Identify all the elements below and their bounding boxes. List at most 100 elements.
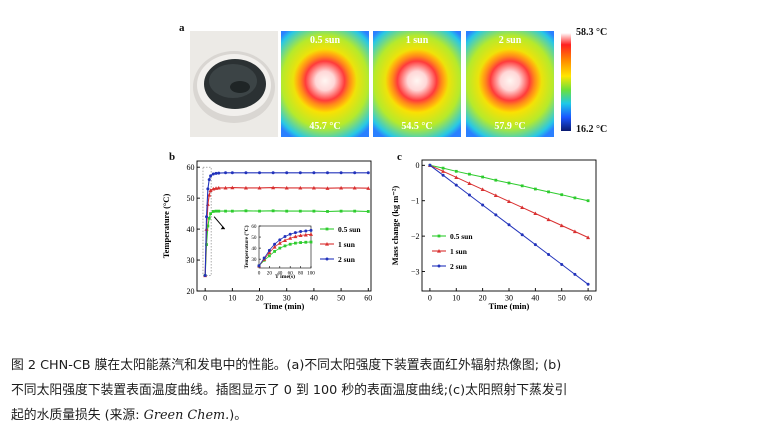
legend-label: 0.5 sun <box>338 225 361 234</box>
chart-c-ytick-label: −2 <box>411 232 420 241</box>
inset-ytick-label: 40 <box>251 246 257 252</box>
thermal-image-0-5-sun: 0.5 sun 45.7 °C <box>281 31 369 137</box>
inset-data-point <box>288 232 292 236</box>
inset-data-point <box>262 256 266 260</box>
chart-b-data-point <box>243 185 248 190</box>
inset-ytick-label: 60 <box>251 224 257 230</box>
chart-c-data-point <box>481 203 485 207</box>
chart-c-data-point <box>468 172 471 176</box>
chart-b-xtick-label: 10 <box>228 294 236 303</box>
legend-marker <box>437 249 441 253</box>
thermal-temp-2-sun: 57.9 °C <box>494 121 526 132</box>
chart-b-data-point <box>271 171 275 175</box>
chart-c-data-point <box>547 190 550 194</box>
legend-label: 1 sun <box>450 247 468 256</box>
legend-marker <box>437 234 441 238</box>
chart-b-data-point <box>224 171 228 175</box>
chart-b-ytick-label: 40 <box>187 225 195 234</box>
chart-c-ylabel: Mass change (kg m⁻²) <box>390 186 400 266</box>
chart-b-data-point <box>298 209 302 213</box>
chart-b-ytick-label: 50 <box>187 194 195 203</box>
inset-data-point <box>304 229 308 233</box>
inset-xtick-label: 80 <box>298 271 304 277</box>
chart-c-data-point <box>586 235 591 240</box>
chart-c-data-point <box>559 223 564 228</box>
chart-c-data-point <box>507 199 511 204</box>
chart-b-data-point <box>216 185 221 190</box>
chart-b-xlabel: Time (min) <box>264 301 305 311</box>
chart-b-data-point <box>312 209 316 213</box>
chart-c-data-point <box>573 272 577 276</box>
legend-label: 0.5 sun <box>450 232 473 241</box>
thermal-temp-0-5-sun: 45.7 °C <box>309 121 341 132</box>
inset-data-point <box>304 240 308 244</box>
chart-b-data-point <box>217 209 221 213</box>
inset-frame <box>258 225 312 269</box>
chart-c-series-2 <box>428 163 590 286</box>
legend-marker <box>437 264 441 268</box>
chart-b-data-point <box>206 187 210 191</box>
legend-label: 2 sun <box>338 255 356 264</box>
panel-b-label: b <box>169 151 176 163</box>
inset-data-point <box>303 232 308 237</box>
chart-c-data-point <box>428 163 432 167</box>
chart-b-ylabel: Temperature (°C) <box>161 194 171 259</box>
caption-line-2: 不同太阳强度下装置表面温度曲线。插图显示了 0 到 100 秒的表面温度曲线;(… <box>11 383 568 398</box>
chart-b-series-2 <box>203 171 370 278</box>
inset-xtick-label: 40 <box>277 271 283 277</box>
legend-label: 2 sun <box>450 262 468 271</box>
chart-b-data-point <box>339 171 343 175</box>
inset-xtick-label: 100 <box>307 271 315 277</box>
chart-b-xtick-label: 50 <box>337 294 345 303</box>
inset-data-point <box>298 233 303 237</box>
inset-data-point <box>288 236 293 240</box>
panel-c-label: c <box>397 151 402 163</box>
chart-b-data-point <box>366 186 371 190</box>
chart-b-data-point <box>339 209 343 213</box>
chart-c-ytick-label: −1 <box>411 197 420 206</box>
chart-b-data-point <box>244 209 248 213</box>
figure-caption: 图 2 CHN-CB 膜在太阳能蒸汽和发电中的性能。(a)不同太阳强度下装置表面… <box>11 353 769 428</box>
colorbar-min-label: 16.2 °C <box>576 124 608 135</box>
caption-line-3: 起的水质量损失 (来源: Green Chem.)。 <box>11 403 769 428</box>
thermal-label-0-5-sun: 0.5 sun <box>309 35 340 46</box>
chart-b-data-point <box>285 171 289 175</box>
inset-arrow-head <box>220 226 225 230</box>
chart-b-data-point <box>207 193 212 197</box>
chart-b-data-point <box>271 185 276 190</box>
thermal-image-1-sun: 1 sun 54.5 °C <box>373 31 461 137</box>
inset-data-point <box>294 241 297 245</box>
chart-b-frame <box>196 160 372 292</box>
chart-b-data-point <box>214 209 218 213</box>
chart-c-data-point <box>441 173 445 177</box>
chart-b-xtick-label: 0 <box>203 294 207 303</box>
thermal-label-2-sun: 2 sun <box>498 35 522 46</box>
caption-line-3-prefix: 起的水质量损失 (来源: <box>11 408 144 423</box>
temperature-colorbar <box>561 33 571 131</box>
chart-b-ytick-label: 30 <box>187 256 195 265</box>
inset-xlabel: T ime(s) <box>275 273 295 280</box>
chart-c-data-point <box>493 193 498 198</box>
inset-data-point <box>283 235 287 238</box>
chart-b-data-point <box>298 171 302 175</box>
inset-data-point <box>283 244 287 248</box>
chart-b-data-point <box>205 215 209 219</box>
chart-b-data-point <box>353 171 357 175</box>
chart-b-xtick-label: 30 <box>283 294 291 303</box>
inset-data-point <box>277 241 282 245</box>
inset-ylabel: Temperature (°C) <box>243 225 250 268</box>
thermal-label-1-sun: 1 sun <box>405 35 429 46</box>
thermal-image-2-sun: 2 sun 57.9 °C <box>466 31 554 137</box>
chart-c-xlabel: Time (min) <box>489 301 530 311</box>
inset-data-point <box>283 238 287 242</box>
chart-b-data-point <box>217 171 221 175</box>
chart-b-data-point <box>257 185 262 190</box>
chart-b-data-point <box>325 186 330 190</box>
chart-c-data-point <box>441 166 445 170</box>
chart-c-data-point <box>533 187 537 191</box>
chart-b-data-point <box>311 185 316 190</box>
mass-change-chart: 0 10 20 30 40 50 60 0 −1 −2 −3 Time (min) Mass chang… <box>390 159 597 311</box>
chart-c-xtick-label: 30 <box>505 294 513 303</box>
chart-c-data-point <box>481 175 485 179</box>
chart-b-ytick-label: 20 <box>187 287 195 296</box>
